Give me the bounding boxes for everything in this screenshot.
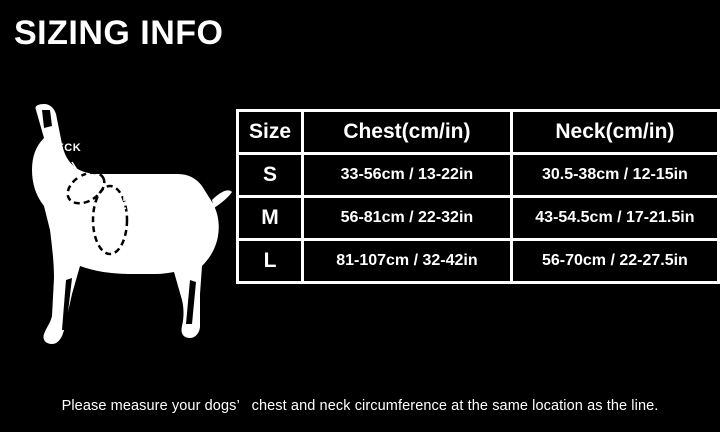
cell-neck: 56-70cm / 22-27.5in — [509, 238, 720, 284]
column-header-size: Size — [235, 109, 305, 155]
table-row: S 33-56cm / 13-22in 30.5-38cm / 12-15in — [235, 152, 720, 198]
page-title: SIZING INFO — [14, 14, 224, 52]
neck-measure-line — [66, 171, 106, 205]
column-header-neck: Neck(cm/in) — [509, 109, 720, 155]
neck-pointer-line — [71, 161, 83, 179]
cell-chest: 33-56cm / 13-22in — [301, 152, 513, 198]
chest-pointer-line — [113, 207, 127, 213]
table-row: M 56-81cm / 22-32in 43-54.5cm / 17-21.5i… — [235, 195, 720, 241]
cell-size: M — [235, 195, 305, 241]
neck-label: NECK — [48, 142, 82, 154]
cell-chest: 81-107cm / 32-42in — [301, 238, 513, 284]
size-chart-table: Size Chest(cm/in) Neck(cm/in) S 33-56cm … — [235, 109, 720, 284]
cell-size: L — [235, 238, 305, 284]
table-row: L 81-107cm / 32-42in 56-70cm / 22-27.5in — [235, 238, 720, 284]
measurement-note: Please measure your dogs’ chest and neck… — [61, 398, 659, 414]
cell-neck: 43-54.5cm / 17-21.5in — [509, 195, 720, 241]
dog-illustration: NECK CHEST — [6, 80, 236, 355]
chest-label: CHEST — [114, 192, 154, 204]
chest-measure-line — [91, 184, 129, 256]
dog-silhouette-icon — [32, 104, 232, 344]
column-header-chest: Chest(cm/in) — [301, 109, 513, 155]
cell-neck: 30.5-38cm / 12-15in — [509, 152, 720, 198]
cell-chest: 56-81cm / 22-32in — [301, 195, 513, 241]
table-header-row: Size Chest(cm/in) Neck(cm/in) — [235, 109, 720, 155]
cell-size: S — [235, 152, 305, 198]
